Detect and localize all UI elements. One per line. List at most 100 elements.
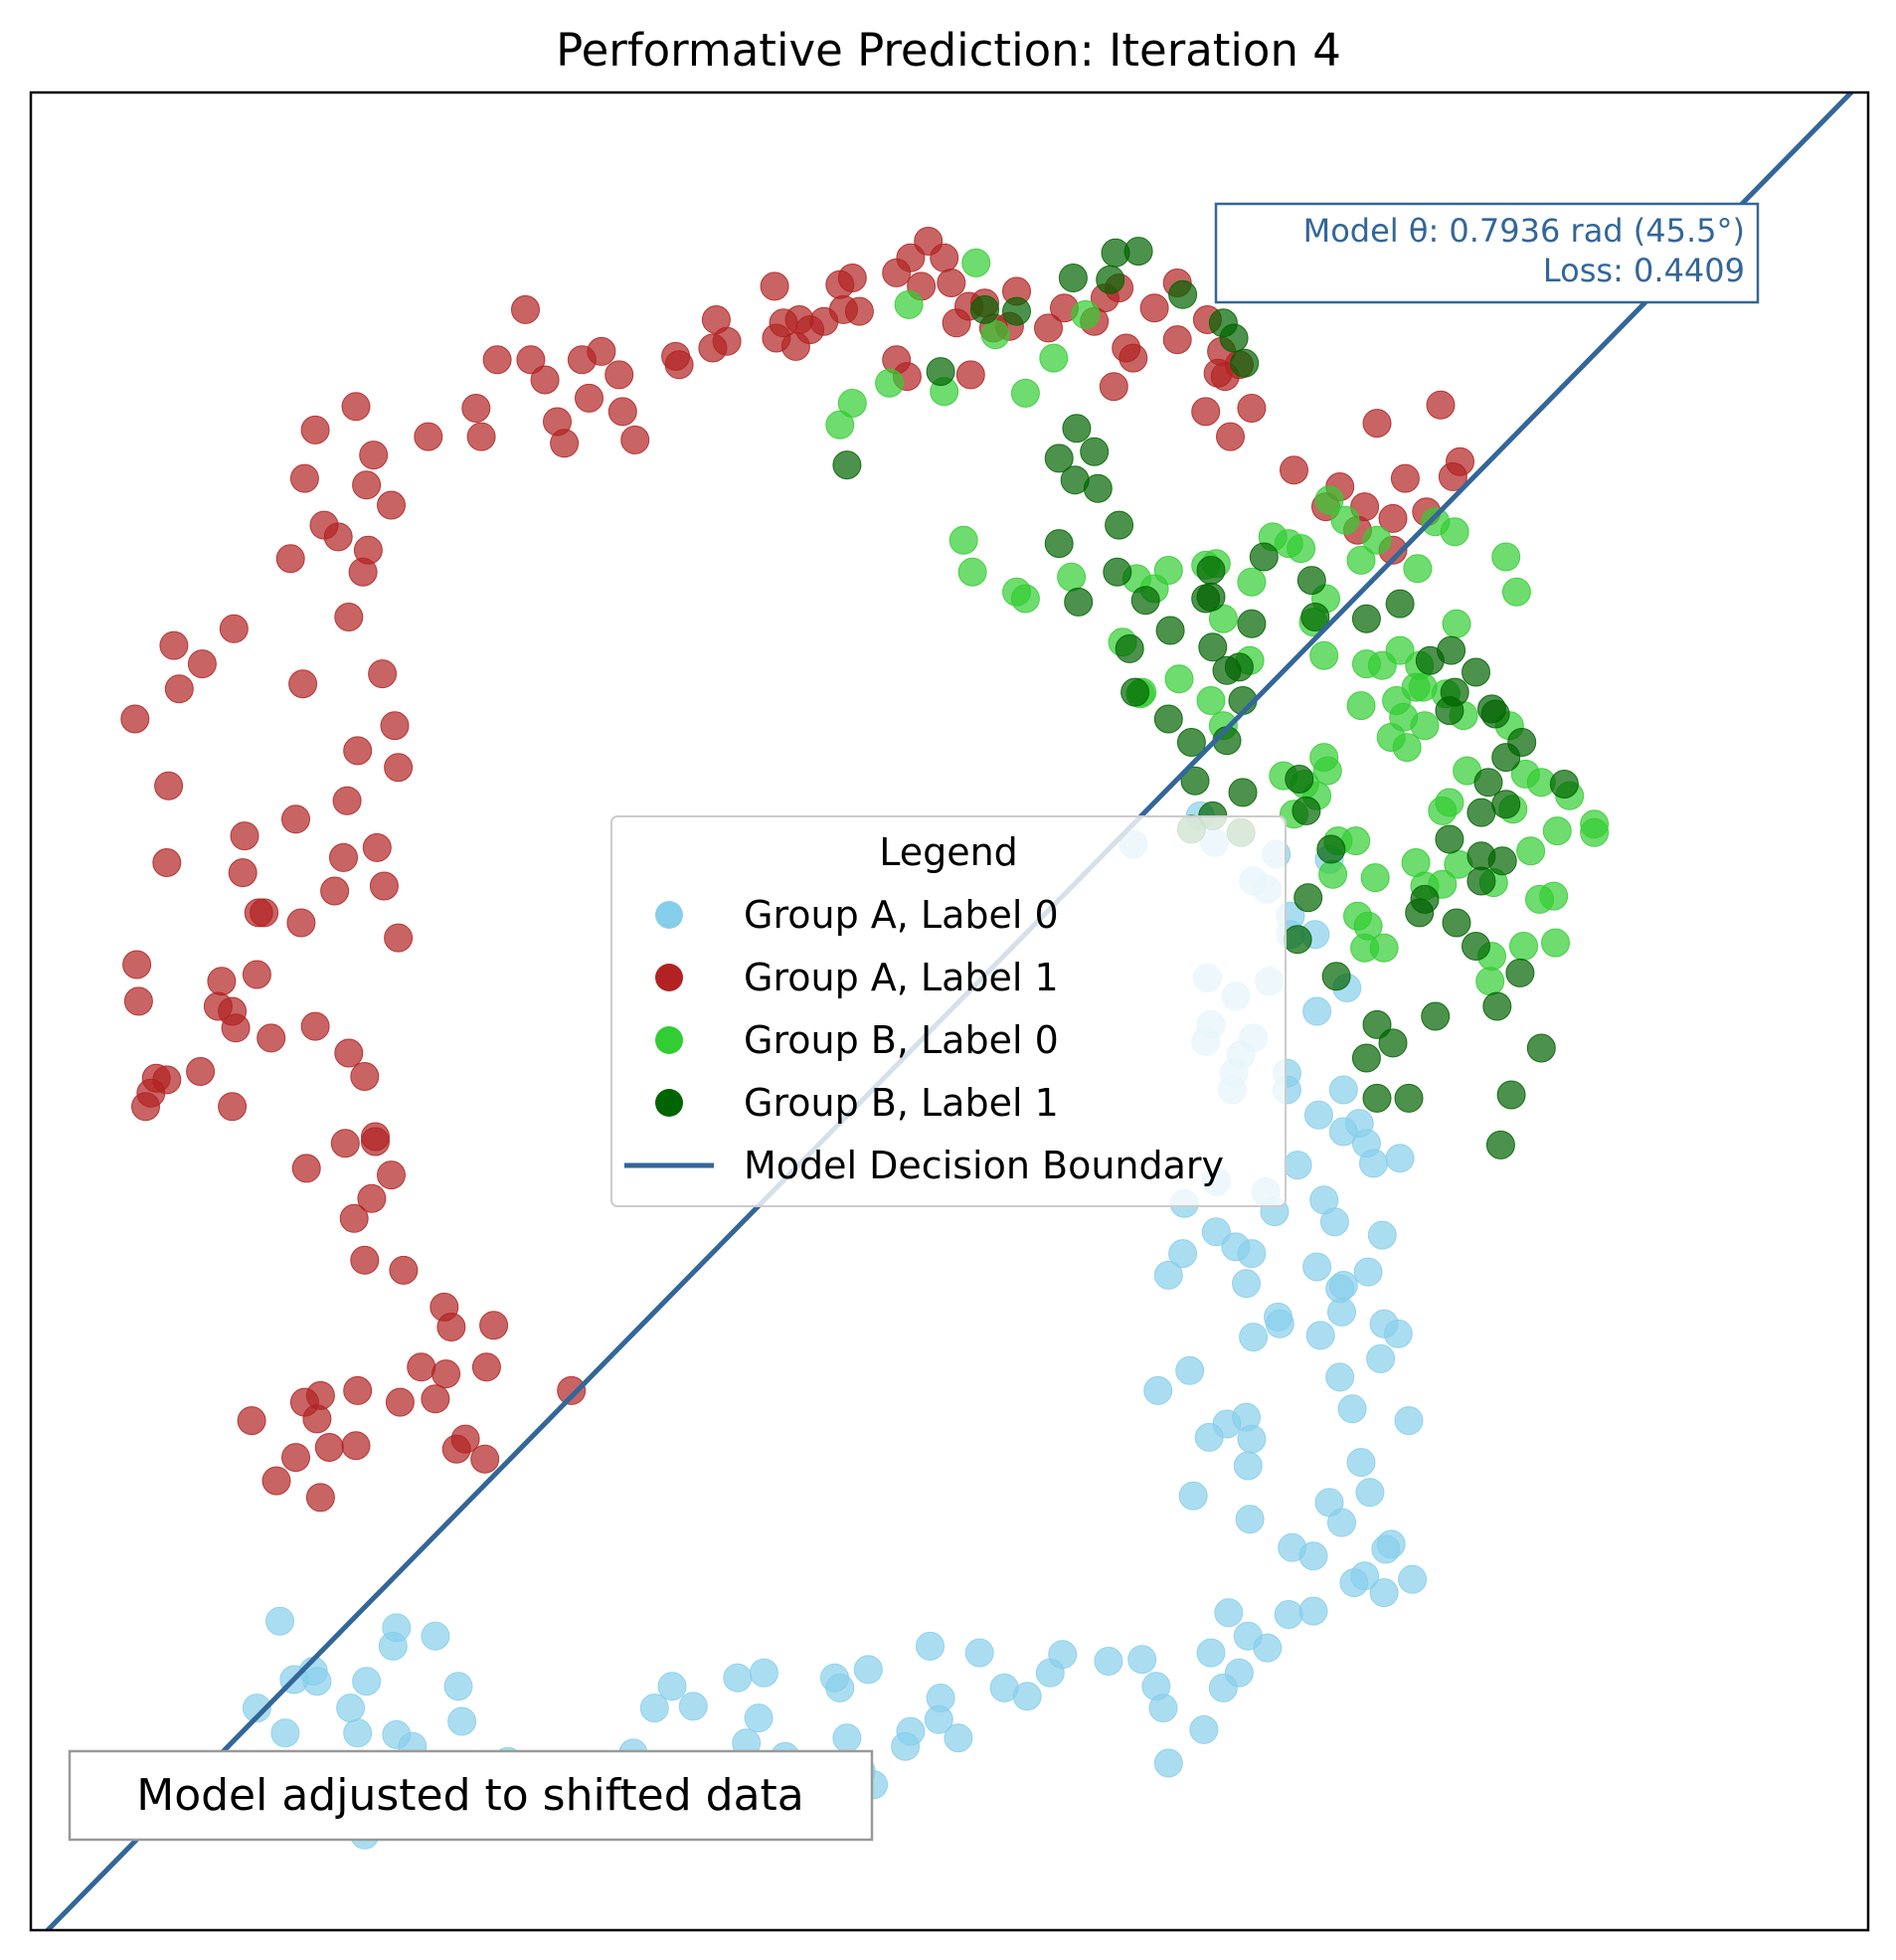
data-point xyxy=(1274,1600,1303,1629)
data-point xyxy=(1398,1564,1428,1594)
data-point xyxy=(1318,859,1348,889)
data-point xyxy=(152,848,182,877)
data-point xyxy=(1148,1693,1178,1723)
data-point xyxy=(1473,768,1503,798)
data-point xyxy=(1083,473,1113,503)
series-group-a-label-1 xyxy=(120,227,1474,1513)
data-point xyxy=(1196,556,1226,585)
data-point xyxy=(1162,325,1192,355)
data-point xyxy=(961,248,991,277)
data-point xyxy=(1130,586,1160,616)
data-point xyxy=(944,1723,973,1753)
data-point xyxy=(1442,609,1471,638)
data-point xyxy=(242,1693,271,1723)
data-point xyxy=(1482,991,1512,1021)
data-point xyxy=(361,1122,390,1152)
legend-entry-group-a-label-0: Group A, Label 0 xyxy=(655,893,1059,937)
model-theta-text: Model θ: 0.7936 rad (45.5°) xyxy=(1303,212,1745,250)
data-point xyxy=(1330,505,1360,535)
model-loss-text: Loss: 0.4409 xyxy=(1543,252,1745,289)
data-point xyxy=(1580,817,1610,847)
data-point xyxy=(352,1667,382,1696)
data-point xyxy=(1153,556,1183,585)
data-point xyxy=(937,268,966,297)
data-point xyxy=(339,1203,369,1233)
data-point xyxy=(1201,1217,1231,1247)
data-point xyxy=(661,341,691,371)
data-point xyxy=(575,383,603,413)
data-point xyxy=(1462,657,1490,687)
data-point xyxy=(1196,686,1226,715)
data-point xyxy=(1302,1252,1332,1282)
data-point xyxy=(343,1375,373,1405)
data-point xyxy=(1442,908,1471,938)
data-point xyxy=(250,898,279,928)
data-point xyxy=(516,345,546,375)
data-point xyxy=(1510,759,1540,789)
data-point xyxy=(1096,265,1125,294)
data-point xyxy=(1237,567,1267,597)
data-point xyxy=(359,441,389,470)
data-point xyxy=(265,1606,294,1636)
data-point xyxy=(1039,343,1069,373)
data-point xyxy=(916,1631,945,1661)
data-point xyxy=(1080,437,1110,466)
legend-frame xyxy=(610,815,1287,1207)
data-point xyxy=(1435,788,1465,817)
data-point xyxy=(1319,1207,1349,1237)
data-point xyxy=(369,871,399,901)
data-point xyxy=(332,786,362,815)
data-point xyxy=(343,1718,373,1748)
data-point xyxy=(1175,1355,1205,1385)
data-point xyxy=(1351,604,1381,633)
data-point xyxy=(1394,1406,1424,1436)
data-point xyxy=(1526,1033,1556,1063)
data-point xyxy=(1421,1001,1451,1031)
data-point xyxy=(1235,1505,1265,1534)
data-point xyxy=(1376,1529,1406,1559)
legend-entry-group-b-label-0: Group B, Label 0 xyxy=(655,1018,1059,1062)
data-point xyxy=(1191,584,1221,614)
data-point xyxy=(924,1704,953,1734)
data-point xyxy=(228,858,258,888)
data-point xyxy=(1196,1638,1226,1668)
data-point xyxy=(678,1692,708,1721)
data-point xyxy=(230,821,259,851)
data-point xyxy=(334,1038,364,1068)
data-point xyxy=(1176,728,1206,757)
data-point xyxy=(1385,635,1415,665)
data-point xyxy=(1385,589,1415,619)
data-point xyxy=(1103,557,1132,587)
data-point xyxy=(948,525,978,555)
data-point xyxy=(1394,1083,1424,1113)
data-point xyxy=(1224,652,1254,682)
data-point xyxy=(218,1092,248,1122)
data-point xyxy=(891,1731,921,1761)
data-point xyxy=(712,326,742,356)
data-point xyxy=(368,659,398,689)
data-point xyxy=(639,1693,669,1723)
data-point xyxy=(914,227,944,256)
data-point xyxy=(1366,1343,1396,1373)
data-point xyxy=(203,991,233,1021)
data-point xyxy=(1120,677,1150,707)
data-point xyxy=(431,1359,461,1389)
data-point xyxy=(1143,1375,1173,1405)
data-point xyxy=(461,394,491,423)
data-point xyxy=(384,753,414,783)
data-point xyxy=(970,294,999,324)
data-point xyxy=(1501,577,1531,607)
data-point xyxy=(1002,296,1031,326)
data-point xyxy=(1410,884,1440,914)
data-point xyxy=(1360,863,1390,893)
data-point xyxy=(382,1719,412,1749)
data-point xyxy=(1230,348,1260,378)
data-point xyxy=(1305,1321,1335,1350)
data-point xyxy=(288,669,318,699)
data-point xyxy=(1362,525,1392,555)
data-point xyxy=(1346,691,1376,721)
data-point xyxy=(447,1706,477,1736)
data-point xyxy=(1035,1658,1065,1688)
data-point xyxy=(300,1011,330,1041)
